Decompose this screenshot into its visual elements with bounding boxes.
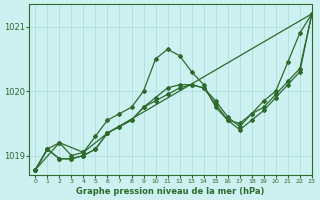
X-axis label: Graphe pression niveau de la mer (hPa): Graphe pression niveau de la mer (hPa) [76,187,265,196]
